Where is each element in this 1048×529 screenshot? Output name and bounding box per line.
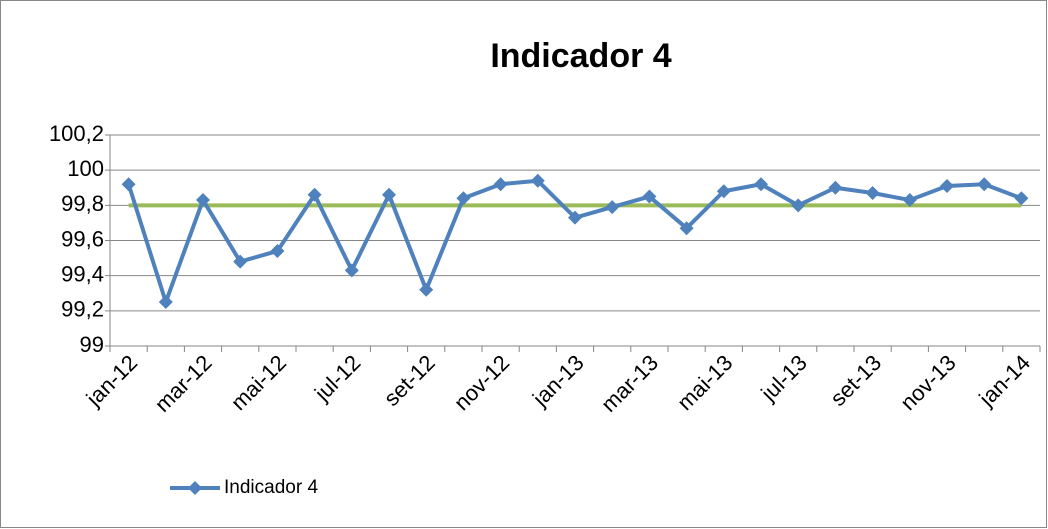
- marker: [233, 254, 248, 269]
- legend-marker: [188, 481, 202, 495]
- marker: [382, 187, 396, 202]
- marker: [493, 177, 508, 192]
- marker: [1014, 191, 1029, 206]
- marker: [902, 193, 917, 208]
- marker: [865, 186, 880, 201]
- marker: [605, 200, 620, 215]
- marker: [121, 177, 136, 192]
- marker: [642, 189, 657, 204]
- marker: [270, 244, 285, 259]
- marker: [158, 295, 173, 310]
- marker: [977, 177, 992, 192]
- marker: [419, 282, 434, 297]
- marker: [456, 191, 471, 206]
- marker: [716, 184, 731, 199]
- y-tick-label: 99: [80, 332, 104, 357]
- marker: [828, 180, 843, 195]
- marker: [754, 177, 768, 192]
- y-tick-label: 99,8: [61, 191, 104, 216]
- y-tick-label: 99,4: [61, 261, 104, 286]
- legend-label: Indicador 4: [224, 477, 318, 498]
- y-tick-label: 99,2: [61, 297, 104, 322]
- chart-title: Indicador 4: [490, 37, 671, 75]
- marker: [791, 198, 806, 213]
- marker: [940, 178, 954, 193]
- marker: [344, 263, 359, 278]
- y-tick-label: 100: [67, 156, 104, 181]
- marker: [307, 187, 322, 202]
- marker: [530, 173, 545, 188]
- marker: [196, 193, 210, 208]
- y-tick-label: 100,2: [49, 121, 104, 146]
- marker: [568, 210, 582, 225]
- y-tick-label: 99,6: [61, 226, 104, 251]
- marker: [679, 221, 694, 236]
